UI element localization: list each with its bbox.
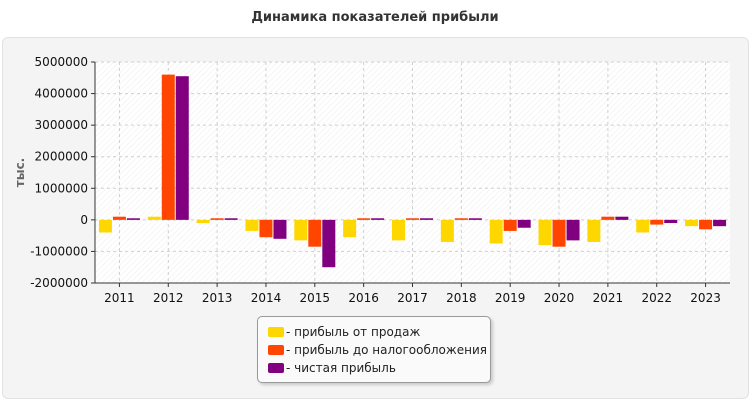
bar <box>587 219 601 242</box>
legend-swatch-pretax-profit <box>268 344 284 355</box>
bar <box>552 219 566 247</box>
legend-label-pretax-profit: - прибыль до налогообложения <box>286 343 487 357</box>
bar <box>224 218 238 220</box>
bar <box>322 219 336 268</box>
bar <box>566 219 580 241</box>
x-tick-label: 2018 <box>446 291 477 305</box>
bar <box>196 219 210 224</box>
bar <box>615 216 629 220</box>
y-tick-label: 5000000 <box>35 55 88 69</box>
x-tick-label: 2022 <box>641 291 672 305</box>
bar <box>454 218 468 220</box>
legend: - прибыль от продаж - прибыль до налогоо… <box>257 316 491 383</box>
y-tick-label: 3000000 <box>35 118 88 132</box>
y-tick-label: 0 <box>80 213 88 227</box>
legend-label-sales-profit: - прибыль от продаж <box>286 325 421 339</box>
bar <box>371 218 385 220</box>
bar <box>489 219 503 244</box>
y-tick-label: -1000000 <box>30 244 88 258</box>
bar <box>538 219 552 246</box>
bar <box>468 218 482 220</box>
legend-label-net-profit: - чистая прибыль <box>286 361 396 375</box>
bar <box>440 219 454 242</box>
bar <box>343 219 357 238</box>
bar <box>245 219 259 231</box>
y-tick-label: 2000000 <box>35 150 88 164</box>
y-tick-label: -2000000 <box>30 276 88 290</box>
bar <box>517 219 531 228</box>
x-tick-label: 2016 <box>348 291 379 305</box>
bar <box>406 218 419 220</box>
bar <box>273 219 287 239</box>
legend-item-sales-profit: - прибыль от продаж <box>268 324 420 340</box>
bar <box>699 219 713 230</box>
bar <box>636 219 650 233</box>
x-tick-label: 2012 <box>153 291 184 305</box>
bar <box>126 218 140 220</box>
y-tick-label: 1000000 <box>35 181 88 195</box>
bar <box>98 219 112 233</box>
bar <box>650 219 664 225</box>
bar <box>210 218 224 220</box>
x-tick-label: 2013 <box>202 291 233 305</box>
y-tick-label: 4000000 <box>35 87 88 101</box>
bar <box>357 218 371 220</box>
bar <box>308 219 322 247</box>
x-tick-label: 2021 <box>593 291 624 305</box>
legend-swatch-sales-profit <box>268 326 284 337</box>
y-axis-label: тыс. <box>13 158 27 187</box>
bar <box>392 219 405 241</box>
bar <box>420 218 433 220</box>
bar <box>175 76 189 220</box>
x-tick-label: 2014 <box>251 291 282 305</box>
x-tick-label: 2011 <box>104 291 135 305</box>
x-tick-label: 2015 <box>300 291 331 305</box>
bar <box>259 219 273 238</box>
bar <box>664 219 678 224</box>
bar <box>713 219 727 227</box>
x-tick-label: 2017 <box>397 291 428 305</box>
x-tick-label: 2023 <box>690 291 721 305</box>
x-tick-label: 2019 <box>495 291 526 305</box>
legend-item-net-profit: - чистая прибыль <box>268 360 396 376</box>
chart-title: Динамика показателей прибыли <box>251 10 499 25</box>
bar <box>503 219 517 231</box>
x-tick-label: 2020 <box>544 291 575 305</box>
bar <box>294 219 308 241</box>
legend-item-pretax-profit: - прибыль до налогообложения <box>268 342 487 358</box>
bar <box>161 74 175 220</box>
bar <box>685 219 699 227</box>
bar <box>147 216 161 220</box>
legend-swatch-net-profit <box>268 362 284 373</box>
bar <box>112 216 126 220</box>
bar <box>601 216 615 220</box>
